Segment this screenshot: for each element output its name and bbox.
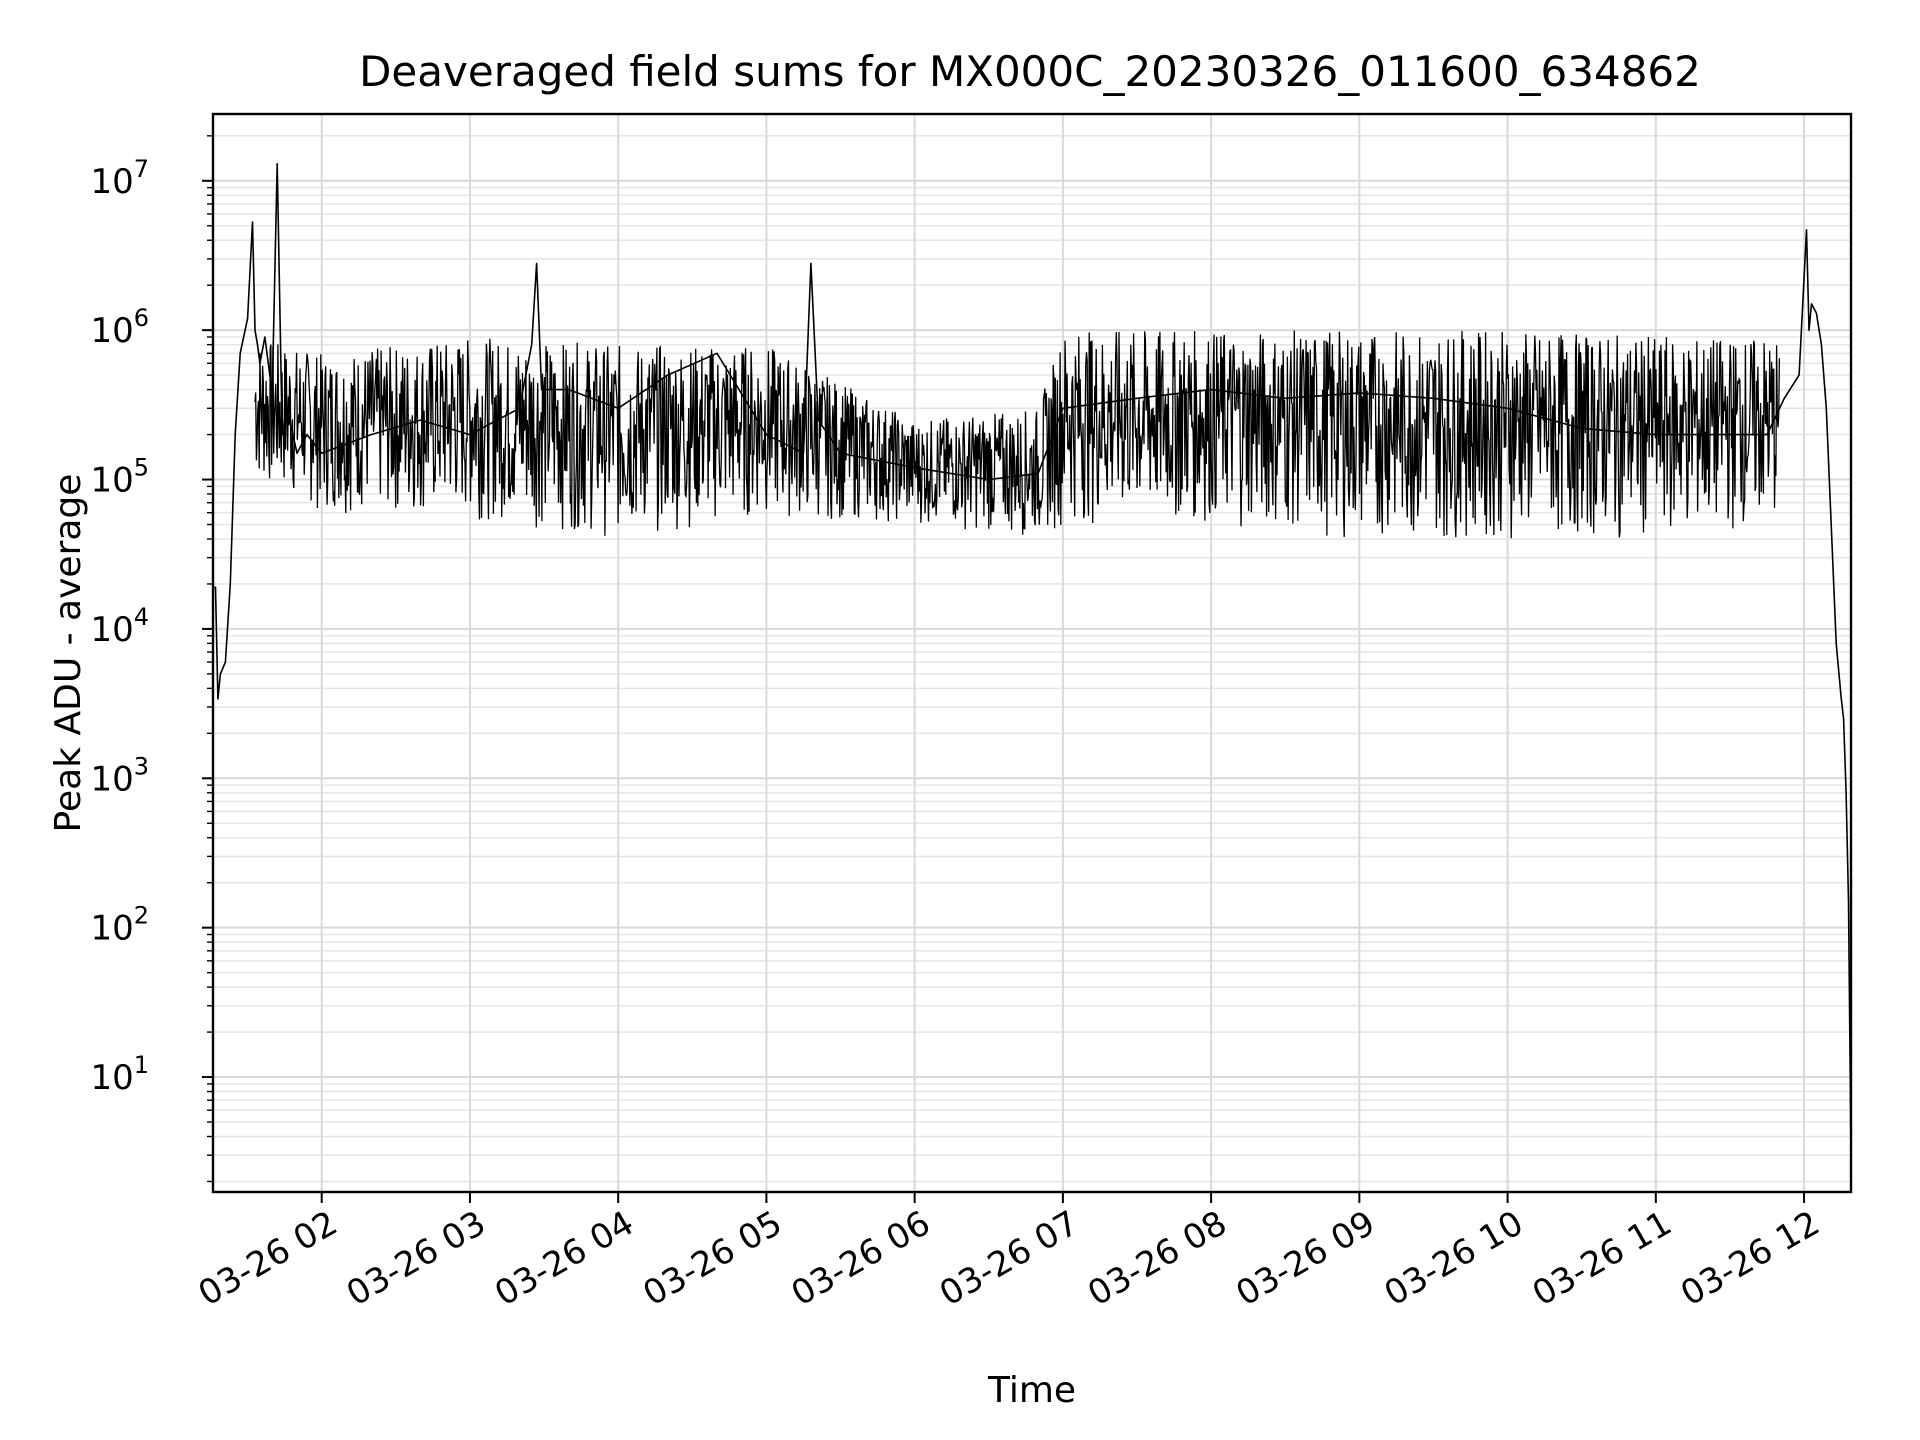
chart-title: Deaveraged field sums for MX000C_2023032… <box>359 47 1701 96</box>
plot-frame <box>211 112 1853 1194</box>
y-tick-label: 104 <box>90 603 149 650</box>
noise-band-trace <box>254 330 1781 539</box>
y-tick-label: 107 <box>90 155 149 202</box>
x-axis-label: Time <box>987 1370 1076 1411</box>
y-tick-label: 102 <box>90 902 149 949</box>
y-tick-label: 105 <box>90 454 149 501</box>
y-tick-label: 103 <box>90 752 149 799</box>
y-tick-label: 101 <box>90 1051 149 1098</box>
series-line <box>213 163 1852 1156</box>
plot-area <box>211 112 1853 1194</box>
y-tick-label: 106 <box>90 304 149 351</box>
plot-background <box>213 114 1851 1192</box>
noise-band <box>254 330 1781 539</box>
y-axis-label: Peak ADU - average <box>48 474 89 833</box>
y-axis: 101 102 103 104 105 106 107 <box>90 135 213 1183</box>
